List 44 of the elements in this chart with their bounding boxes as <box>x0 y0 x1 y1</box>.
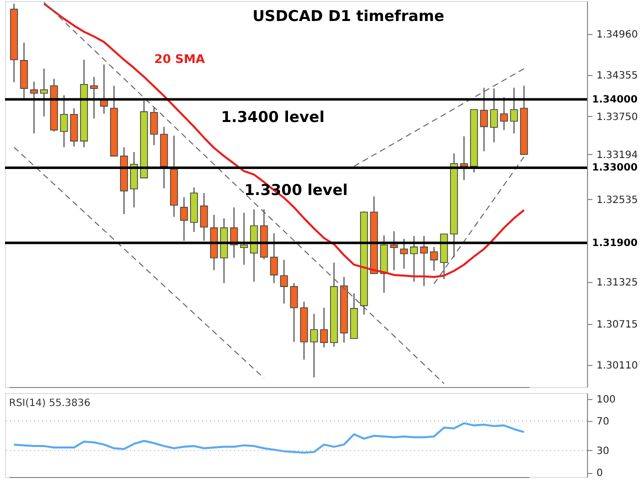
candlestick <box>150 107 158 146</box>
line-series <box>13 422 525 454</box>
candlestick <box>240 212 248 266</box>
candlestick <box>90 76 98 120</box>
candlestick <box>290 282 298 342</box>
candlestick <box>500 96 508 131</box>
y-tick-label: 1.33194 <box>596 150 638 161</box>
candlestick <box>180 196 188 242</box>
candlestick <box>400 238 408 270</box>
candlestick <box>430 246 438 272</box>
chart-title: USDCAD D1 timeframe <box>252 7 444 25</box>
y-tick-label: 70 <box>596 416 610 428</box>
y-tick-label: 1.34960 <box>596 29 638 40</box>
candlestick <box>410 236 418 282</box>
candlestick <box>310 313 318 378</box>
ref-line-label: 1.34000 <box>592 94 638 106</box>
ref-line-label: 1.33000 <box>592 162 638 174</box>
candlestick <box>200 192 208 242</box>
y-tick-label: 1.31325 <box>596 278 638 289</box>
candlestick <box>270 232 278 284</box>
y-tick-label: 0 <box>596 468 603 480</box>
ref-line-label: 1.31900 <box>592 238 638 249</box>
y-tick-label: 1.30715 <box>596 319 638 330</box>
candlestick <box>490 88 498 143</box>
y-tick-label: 1.32535 <box>596 194 638 206</box>
y-tick-label: 100 <box>596 394 616 406</box>
y-tick-label: 1.34355 <box>596 70 638 82</box>
candlestick <box>390 230 398 271</box>
annotation: 20 SMA <box>154 52 206 66</box>
candlestick <box>460 136 468 180</box>
y-tick-label: 30 <box>596 446 610 457</box>
text: RSI(14) 55.3836 <box>9 398 90 409</box>
candlestick <box>320 307 328 348</box>
line-series <box>43 2 525 278</box>
candlestick <box>420 236 428 286</box>
annotation: 1.3400 level <box>220 108 324 126</box>
candlestick <box>280 259 288 304</box>
candlestick <box>510 87 518 134</box>
y-tick-label: 1.33750 <box>596 112 638 123</box>
y-tick-label: 1.30110 <box>596 360 638 372</box>
candlestick <box>60 94 68 148</box>
candlestick <box>40 68 48 117</box>
candlestick <box>30 81 38 134</box>
candlestick <box>480 87 488 152</box>
